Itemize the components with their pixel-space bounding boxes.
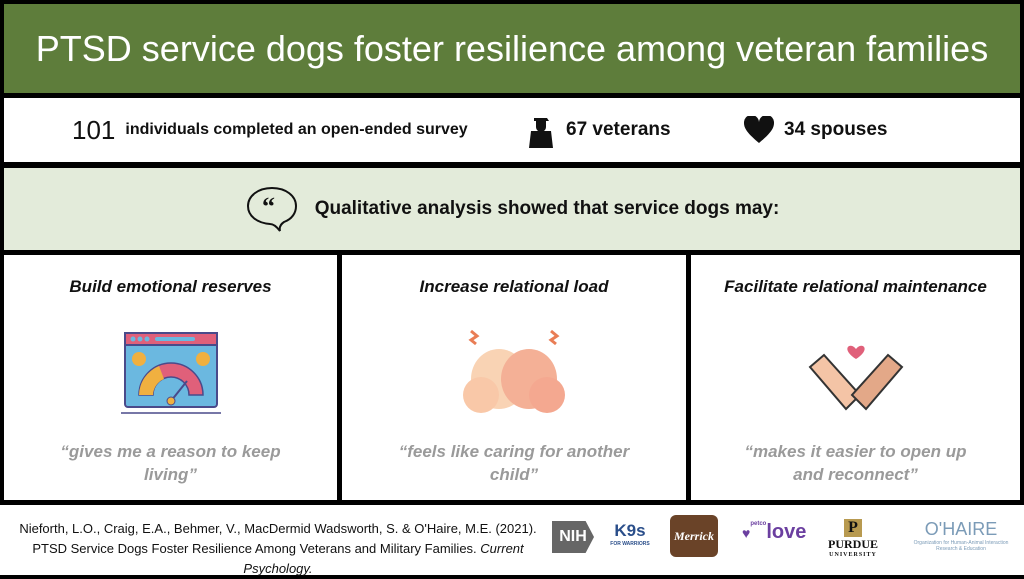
survey-label: individuals completed an open-ended surv… [125,121,468,138]
petco-love-logo: ♥ petco love [742,521,807,543]
card-relational-maintenance: Facilitate relational maintenance “makes… [691,255,1020,500]
card-title: Facilitate relational maintenance [724,277,987,296]
card-emotional-reserves: Build emotional reserves “gives me a rea… [4,255,337,500]
card-quote: “gives me a reason to keep living” [60,442,281,484]
k9s-text: K9s [614,521,646,540]
card-title: Build emotional reserves [69,277,272,296]
mood-gauge-icon [120,332,221,414]
purdue-logo: P PURDUE UNIVERSITY [828,519,878,558]
svg-text:“: “ [262,192,275,221]
citation-text: Nieforth, L.O., Craig, E.A., Behmer, V.,… [19,521,537,556]
merrick-logo: Merrick [670,515,718,557]
analysis-text: Qualitative analysis showed that service… [314,198,780,219]
analysis-banner: “ Qualitative analysis showed that servi… [4,168,1020,250]
footer: Nieforth, L.O., Craig, E.A., Behmer, V.,… [0,505,1024,576]
card-quote: “feels like caring for another child” [398,442,630,484]
brain-icon [463,329,565,413]
soldier-icon [529,118,553,148]
holding-hands-icon [808,345,903,411]
purdue-sub: UNIVERSITY [829,552,877,558]
purdue-text: PURDUE [828,537,878,551]
love-text: love [766,521,807,543]
nih-logo: NIH [552,521,594,553]
survey-stat: 101 individuals completed an open-ended s… [72,115,468,146]
ohaire-logo: O'HAIRE Organization for Human-Animal Int… [906,519,1016,552]
k9s-sub: FOR WARRIORS [610,541,650,547]
ohaire-sub: Organization for Human-Animal Interactio… [913,540,1009,552]
citation-journal: Current Psychology. [243,541,524,576]
survey-count: 101 [72,114,116,145]
heart-icon [744,116,774,143]
citation: Nieforth, L.O., Craig, E.A., Behmer, V.,… [8,519,548,579]
petco-text: petco [750,521,767,527]
card-relational-load: Increase relational load “feels like car… [342,255,686,500]
card-quote: “makes it easier to open up and reconnec… [744,442,967,484]
page-title: PTSD service dogs foster resilience amon… [4,4,1020,93]
spouses-count: 34 spouses [784,119,888,140]
k9s-logo: K9s FOR WARRIORS [604,521,656,547]
ohaire-text: O'HAIRE [924,519,998,539]
veterans-count: 67 veterans [566,119,671,140]
speech-bubble-quote-icon: “ [246,186,297,232]
veterans-stat: 67 veterans [526,112,671,148]
spouses-stat: 34 spouses [744,116,888,144]
card-title: Increase relational load [419,277,609,296]
stats-bar: 101 individuals completed an open-ended s… [4,98,1020,162]
